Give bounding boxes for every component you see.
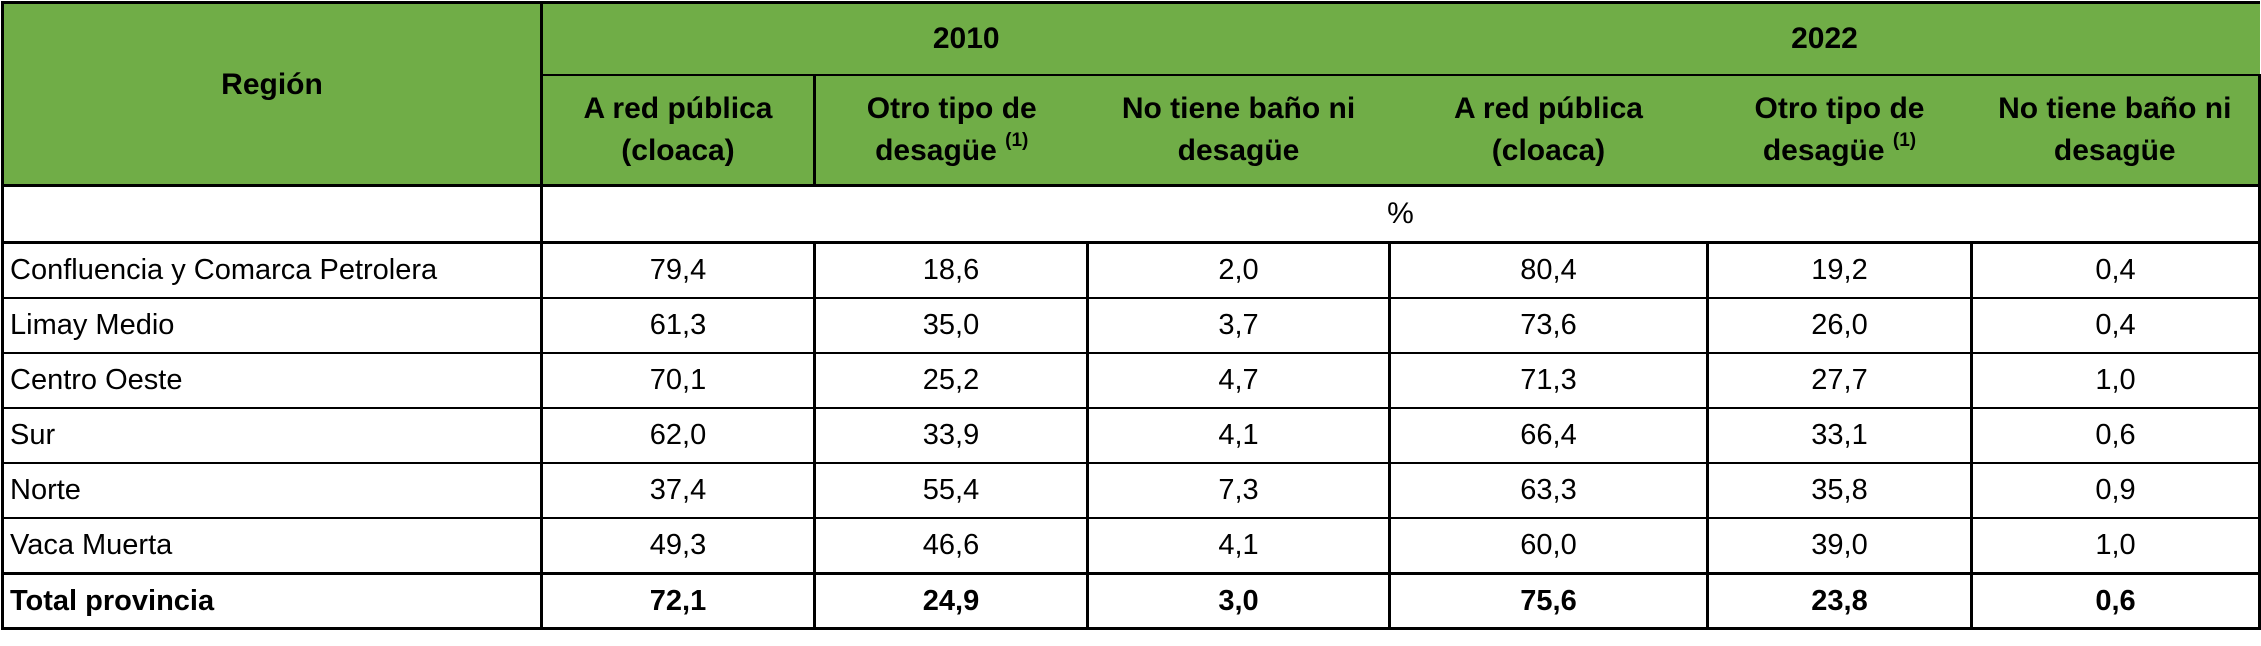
table-cell: 27,7 [1706, 352, 1973, 409]
table-cell: 18,6 [813, 241, 1089, 299]
table-cell: 73,6 [1388, 297, 1709, 354]
region-name: Limay Medio [1, 297, 543, 354]
table-cell: 7,3 [1086, 462, 1391, 519]
total-cell: 3,0 [1086, 572, 1391, 630]
table-row: Centro Oeste 70,1 25,2 4,7 71,3 27,7 1,0 [1, 352, 2261, 409]
table-row: Limay Medio 61,3 35,0 3,7 73,6 26,0 0,4 [1, 297, 2261, 354]
unit-label: % [540, 184, 2261, 244]
table-cell: 25,2 [813, 352, 1089, 409]
region-name: Sur [1, 407, 543, 464]
footnote-ref: (1) [1892, 130, 1917, 151]
region-name: Norte [1, 462, 543, 519]
table-row: Sur 62,0 33,9 4,1 66,4 33,1 0,6 [1, 407, 2261, 464]
total-cell: 72,1 [540, 572, 816, 630]
region-header: Región [1, 1, 543, 187]
sewage-table: Región 2010 2022 A red pública (cloaca) O… [1, 1, 2261, 630]
total-cell: 75,6 [1388, 572, 1709, 630]
unit-row-blank [1, 184, 543, 244]
table-cell: 4,1 [1086, 407, 1391, 464]
table-cell: 35,0 [813, 297, 1089, 354]
table-cell: 49,3 [540, 517, 816, 575]
table-cell: 0,4 [1970, 297, 2261, 354]
table-cell: 61,3 [540, 297, 816, 354]
table-cell: 2,0 [1086, 241, 1391, 299]
total-cell: 24,9 [813, 572, 1089, 630]
table-row: Confluencia y Comarca Petrolera 79,4 18,… [1, 241, 2261, 299]
table-cell: 1,0 [1970, 352, 2261, 409]
table-cell: 4,7 [1086, 352, 1391, 409]
col-header-otro-tipo-2022: Otro tipo de desagüe (1) [1707, 74, 1972, 187]
table-cell: 66,4 [1388, 407, 1709, 464]
table-cell: 70,1 [540, 352, 816, 409]
table-cell: 55,4 [813, 462, 1089, 519]
col-header-no-tiene-2010: No tiene baño ni desagüe [1087, 74, 1390, 187]
table-cell: 1,0 [1970, 517, 2261, 575]
table-row: Vaca Muerta 49,3 46,6 4,1 60,0 39,0 1,0 [1, 517, 2261, 575]
col-header-no-tiene-2022: No tiene baño ni desagüe [1971, 74, 2261, 187]
col-header-otro-tipo-2010: Otro tipo de desagüe (1) [814, 74, 1088, 187]
table-cell: 4,1 [1086, 517, 1391, 575]
footnote-ref: (1) [1005, 130, 1029, 151]
table-cell: 0,9 [1970, 462, 2261, 519]
region-name: Confluencia y Comarca Petrolera [1, 241, 543, 299]
unit-row: % [1, 184, 2261, 244]
table-cell: 71,3 [1388, 352, 1709, 409]
total-cell: 23,8 [1706, 572, 1973, 630]
table-cell: 62,0 [540, 407, 816, 464]
table-cell: 46,6 [813, 517, 1089, 575]
total-row: Total provincia 72,1 24,9 3,0 75,6 23,8 … [1, 572, 2261, 630]
table-cell: 33,1 [1706, 407, 1973, 464]
table-row: Norte 37,4 55,4 7,3 63,3 35,8 0,9 [1, 462, 2261, 519]
table-cell: 39,0 [1706, 517, 1973, 575]
table-cell: 33,9 [813, 407, 1089, 464]
region-name: Vaca Muerta [1, 517, 543, 575]
table-cell: 0,4 [1970, 241, 2261, 299]
table-cell: 3,7 [1086, 297, 1391, 354]
table-cell: 79,4 [540, 241, 816, 299]
total-label: Total provincia [1, 572, 543, 630]
col-header-red-publica-2010: A red pública (cloaca) [540, 74, 816, 187]
year-2022-header: 2022 [1389, 1, 2260, 76]
table-cell: 37,4 [540, 462, 816, 519]
total-cell: 0,6 [1970, 572, 2261, 630]
col-header-red-publica-2022: A red pública (cloaca) [1389, 74, 1708, 187]
table-cell: 26,0 [1706, 297, 1973, 354]
region-name: Centro Oeste [1, 352, 543, 409]
table-cell: 19,2 [1706, 241, 1973, 299]
table-cell: 35,8 [1706, 462, 1973, 519]
table-cell: 0,6 [1970, 407, 2261, 464]
table-cell: 60,0 [1388, 517, 1709, 575]
table-cell: 63,3 [1388, 462, 1709, 519]
year-2010-header: 2010 [540, 1, 1390, 76]
table-cell: 80,4 [1388, 241, 1709, 299]
